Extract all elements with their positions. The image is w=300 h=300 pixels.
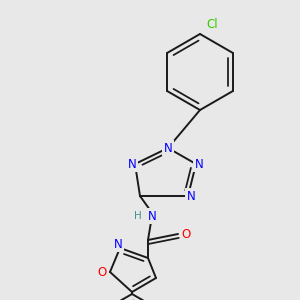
Text: N: N <box>187 190 195 202</box>
Text: N: N <box>128 158 136 170</box>
Text: N: N <box>148 209 156 223</box>
Text: O: O <box>98 266 106 278</box>
Text: O: O <box>182 227 190 241</box>
Text: N: N <box>114 238 122 250</box>
Text: N: N <box>195 158 203 170</box>
Text: H: H <box>134 211 142 221</box>
Text: N: N <box>164 142 172 154</box>
Text: Cl: Cl <box>206 17 218 31</box>
